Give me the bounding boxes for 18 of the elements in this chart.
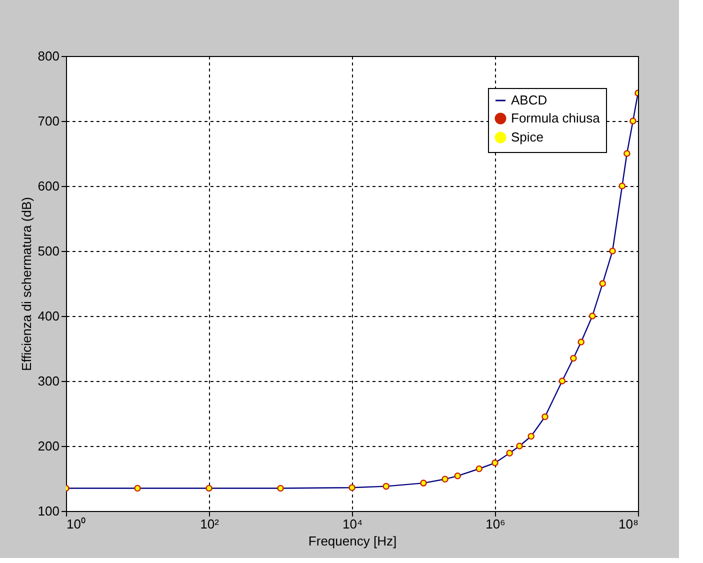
x-tick-label: 10² xyxy=(200,516,220,532)
y-tick-label: 300 xyxy=(38,374,60,388)
y-tick-label: 100 xyxy=(38,504,60,518)
y-tick-label: 200 xyxy=(38,438,60,454)
x-tick-label: 10⁸ xyxy=(618,516,638,532)
y-tick-label: 800 xyxy=(38,48,60,64)
legend-label: Spice xyxy=(511,130,544,144)
x-axis-title: Frequency [Hz] xyxy=(308,534,397,548)
x-tick-label: 10⁰ xyxy=(66,516,86,532)
x-tick-label: 10⁴ xyxy=(342,516,363,532)
y-tick-label: 400 xyxy=(38,308,60,324)
y-tick-label: 500 xyxy=(38,244,60,258)
y-tick-label: 600 xyxy=(38,178,60,194)
legend-label: ABCD xyxy=(511,92,548,108)
y-tick-label: 700 xyxy=(38,114,60,128)
legend-label: Formula chiusa xyxy=(511,110,601,126)
x-tick-label: 10⁶ xyxy=(486,516,506,532)
y-axis-title: Efficienza di schermatura (dB) xyxy=(18,197,34,371)
